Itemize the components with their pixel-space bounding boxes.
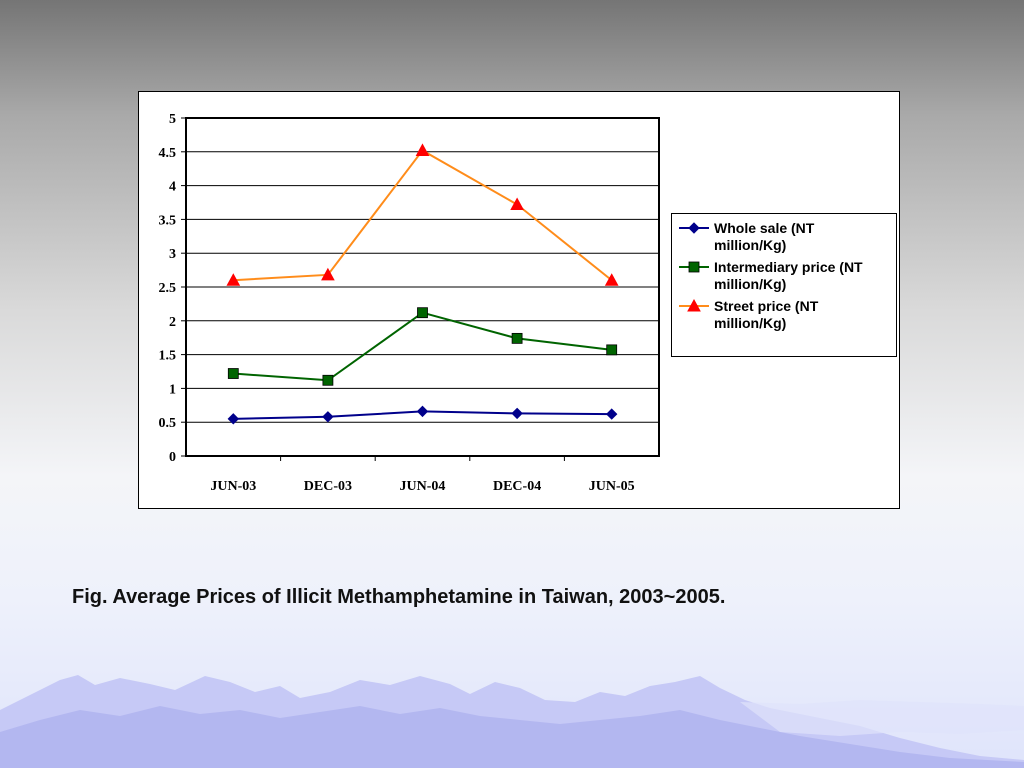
y-tick-label: 2.5 <box>159 281 177 296</box>
y-axis-ticks: 0 0.5 1 1.5 2 2.5 3 3.5 4 4.5 5 <box>159 112 186 465</box>
data-point <box>605 408 618 420</box>
data-point <box>604 273 619 286</box>
y-tick-label: 2 <box>169 315 176 330</box>
series-lines <box>226 143 619 425</box>
y-tick-label: 4.5 <box>159 146 177 161</box>
legend-label-line: million/Kg) <box>714 237 787 253</box>
x-tick-label: DEC-04 <box>493 479 541 494</box>
chart-container: 0 0.5 1 1.5 2 2.5 3 3.5 4 4.5 5 JUN-03 DEC-03 JUN-04… <box>138 91 900 509</box>
data-point <box>511 407 523 420</box>
legend-entry: Whole sale (NT million/Kg) <box>678 220 892 254</box>
legend-entry: Street price (NT million/Kg) <box>678 298 892 332</box>
legend-label-line: Intermediary price (NT <box>714 259 863 275</box>
data-point <box>227 368 239 379</box>
line-chart: 0 0.5 1 1.5 2 2.5 3 3.5 4 4.5 5 JUN-03 DEC-03 JUN-04… <box>159 112 660 494</box>
legend-swatch <box>679 222 709 234</box>
data-point <box>510 197 524 211</box>
y-tick-label: 0.5 <box>159 416 177 431</box>
x-tick-label: DEC-03 <box>304 479 352 494</box>
legend-label: Whole sale (NT million/Kg) <box>714 220 814 254</box>
figure-caption: Fig. Average Prices of Illicit Methamphe… <box>72 586 726 608</box>
y-tick-label: 3 <box>169 247 176 262</box>
y-tick-label: 0 <box>169 450 176 465</box>
data-point <box>322 411 334 423</box>
legend-label-line: Street price (NT <box>714 298 819 314</box>
series-1 <box>227 405 618 425</box>
series-2 <box>227 307 618 386</box>
legend-marker <box>688 261 700 273</box>
x-tick-label: JUN-04 <box>400 479 446 494</box>
x-tick-label: JUN-05 <box>589 479 635 494</box>
series-line <box>233 311 612 382</box>
data-point <box>322 374 334 386</box>
legend-marker <box>687 298 701 312</box>
y-tick-label: 3.5 <box>159 213 177 228</box>
legend-label-line: Whole sale (NT <box>714 220 815 236</box>
series-3 <box>226 143 619 286</box>
data-point <box>417 307 428 319</box>
data-point <box>321 267 335 281</box>
x-axis-ticks: JUN-03 DEC-03 JUN-04 DEC-04 JUN-05 <box>210 456 635 494</box>
y-tick-label: 1 <box>169 382 176 397</box>
data-point <box>606 344 618 356</box>
data-point <box>226 273 241 286</box>
data-point <box>416 405 429 418</box>
series-line <box>233 149 613 282</box>
chart-legend: Whole sale (NT million/Kg) Intermediary pr… <box>671 213 897 357</box>
legend-marker <box>688 222 700 234</box>
legend-label: Street price (NT million/Kg) <box>714 298 818 332</box>
legend-swatch <box>679 261 709 273</box>
y-tick-label: 4 <box>169 180 176 195</box>
y-tick-label: 1.5 <box>159 349 177 364</box>
legend-swatch <box>679 298 709 312</box>
legend-label: Intermediary price (NT million/Kg) <box>714 259 863 293</box>
data-point <box>511 332 523 344</box>
mountain-decoration <box>0 675 1024 768</box>
x-tick-label: JUN-03 <box>210 479 256 494</box>
data-point <box>415 143 430 156</box>
legend-label-line: million/Kg) <box>714 315 787 331</box>
legend-entry: Intermediary price (NT million/Kg) <box>678 259 892 293</box>
y-tick-label: 5 <box>169 112 176 127</box>
gridlines <box>186 151 659 423</box>
legend-label-line: million/Kg) <box>714 276 787 292</box>
data-point <box>227 413 240 425</box>
